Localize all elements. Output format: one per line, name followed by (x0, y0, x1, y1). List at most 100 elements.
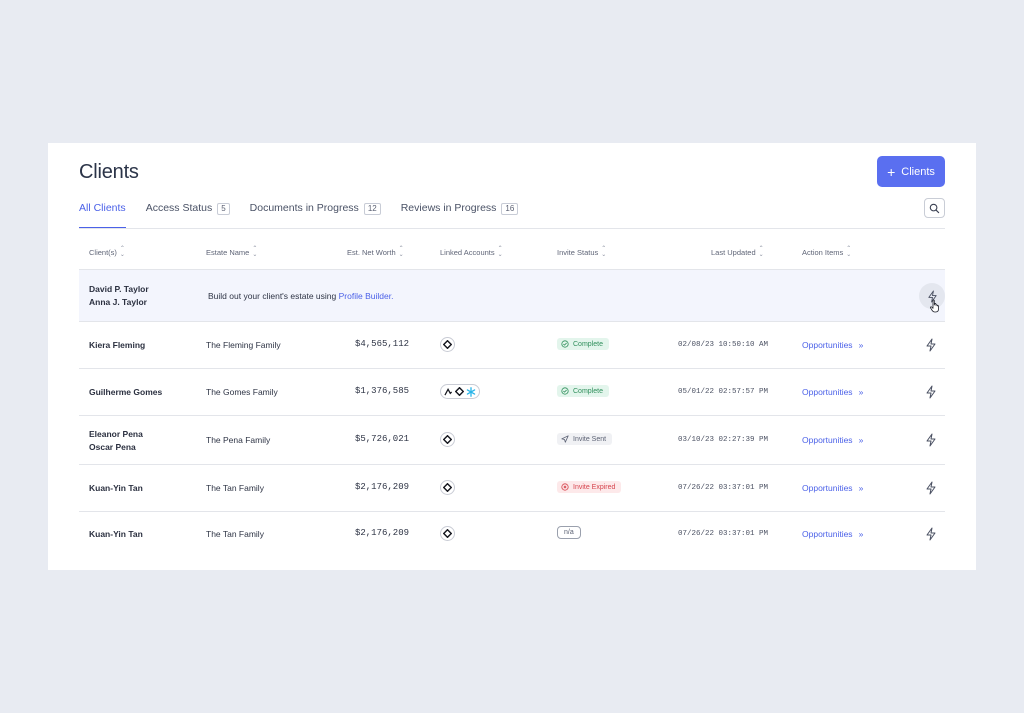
table-row[interactable]: Kuan-Yin Tan The Tan Family $2,176,209 I… (79, 464, 945, 511)
status-badge: Invite Expired (557, 481, 622, 493)
send-icon (561, 435, 569, 443)
lightning-icon[interactable] (925, 527, 937, 541)
linked-accounts (440, 384, 480, 399)
client-names: Guilherme Gomes (89, 386, 162, 399)
table-row[interactable]: Guilherme Gomes The Gomes Family $1,376,… (79, 368, 945, 415)
column-header-action[interactable]: Action Items ⌃ ⌄ (802, 246, 851, 258)
snowflake-account-icon (466, 386, 476, 397)
invite-status: n/a (557, 526, 581, 539)
opportunities-link[interactable]: Opportunities » (802, 387, 863, 397)
check-circle-icon (561, 340, 569, 348)
tab-documents-in-progress[interactable]: Documents in Progress 12 (250, 202, 381, 228)
invite-status: Invite Sent (557, 433, 613, 445)
client-name: Eleanor Pena (89, 429, 143, 439)
add-clients-button[interactable]: + Clients (877, 156, 945, 187)
diamond-account-icon (440, 337, 455, 352)
hand-pointer-icon (930, 299, 939, 313)
double-chevron-icon: » (858, 387, 864, 397)
tab-count-badge: 16 (501, 203, 519, 215)
client-names: David P. Taylor Anna J. Taylor (89, 283, 149, 309)
sort-icon: ⌃ ⌄ (601, 246, 607, 258)
column-label: Est. Net Worth (347, 247, 396, 257)
net-worth: $2,176,209 (354, 528, 409, 538)
action-label: Opportunities (802, 435, 853, 445)
clients-card: Clients + Clients All Clients Access Sta… (48, 143, 976, 570)
sort-icon: ⌃ ⌄ (119, 246, 125, 258)
search-button[interactable] (924, 198, 945, 218)
invite-status: Complete (557, 385, 609, 397)
status-text: Complete (573, 387, 603, 395)
lightning-icon[interactable] (925, 481, 937, 495)
sort-icon: ⌃ ⌄ (252, 246, 258, 258)
status-text: n/a (564, 529, 574, 536)
linked-accounts (440, 432, 455, 447)
estate-name: The Fleming Family (206, 340, 281, 350)
action-label: Opportunities (802, 529, 853, 539)
status-badge: n/a (557, 526, 581, 539)
tab-count-badge: 12 (363, 203, 381, 215)
column-header-updated[interactable]: Last Updated ⌃ ⌄ (711, 246, 764, 258)
opportunities-link[interactable]: Opportunities » (802, 483, 863, 493)
column-label: Linked Accounts (440, 247, 495, 257)
sort-icon: ⌃ ⌄ (846, 246, 852, 258)
tab-reviews-in-progress[interactable]: Reviews in Progress 16 (401, 202, 519, 228)
add-clients-label: Clients (901, 165, 935, 178)
sort-icon: ⌃ ⌄ (497, 246, 503, 258)
column-header-estate[interactable]: Estate Name ⌃ ⌄ (206, 246, 257, 258)
action-bolt-button[interactable] (919, 283, 945, 309)
opportunities-link[interactable]: Opportunities » (802, 529, 863, 539)
column-header-networth[interactable]: Est. Net Worth ⌃ ⌄ (347, 246, 404, 258)
lightning-icon[interactable] (925, 385, 937, 399)
tab-divider (79, 228, 945, 229)
double-chevron-icon: » (858, 483, 864, 493)
net-worth: $1,376,585 (354, 386, 409, 396)
linked-accounts (440, 526, 455, 541)
search-icon (929, 203, 940, 213)
tab-label: Access Status (145, 202, 213, 214)
table-row[interactable]: Eleanor Pena Oscar Pena The Pena Family … (79, 415, 945, 464)
lightning-icon (927, 290, 937, 302)
x-circle-icon (561, 483, 569, 491)
tab-count-badge: 5 (217, 203, 230, 215)
opportunities-link[interactable]: Opportunities » (802, 435, 863, 445)
client-name: Anna J. Taylor (89, 297, 147, 307)
status-text: Invite Sent (573, 435, 607, 443)
invite-status: Invite Expired (557, 481, 622, 493)
tab-access-status[interactable]: Access Status 5 (146, 202, 230, 228)
column-header-accounts[interactable]: Linked Accounts ⌃ ⌄ (440, 246, 503, 258)
column-label: Estate Name (206, 247, 250, 257)
column-label: Action Items (802, 247, 844, 257)
lightning-icon[interactable] (925, 338, 937, 352)
column-header-invite[interactable]: Invite Status ⌃ ⌄ (557, 246, 606, 258)
table-row[interactable]: Kuan-Yin Tan The Tan Family $2,176,209 n… (79, 511, 945, 558)
opportunities-link[interactable]: Opportunities » (802, 340, 863, 350)
action-label: Opportunities (802, 340, 853, 350)
client-name: David P. Taylor (89, 284, 149, 294)
estate-name: The Tan Family (206, 483, 264, 493)
check-circle-icon (561, 387, 569, 395)
lightning-icon[interactable] (925, 433, 937, 447)
table-row-prompt[interactable]: David P. Taylor Anna J. Taylor Build out… (79, 269, 945, 321)
tab-label: Reviews in Progress (400, 202, 497, 214)
chart-account-icon (444, 387, 453, 395)
column-header-clients[interactable]: Client(s) ⌃ ⌄ (89, 246, 125, 258)
diamond-account-icon (440, 432, 455, 447)
table-header: Client(s) ⌃ ⌄ Estate Name ⌃ ⌄ Est. Net Worth… (79, 229, 945, 269)
client-names: Kuan-Yin Tan (89, 528, 143, 541)
last-updated: 05/01/22 02:57:57 PM (678, 388, 769, 396)
diamond-account-icon (440, 526, 455, 541)
estate-name: The Tan Family (206, 529, 264, 539)
table-row[interactable]: Kiera Fleming The Fleming Family $4,565,… (79, 321, 945, 368)
double-chevron-icon: » (858, 529, 864, 539)
client-name: Kiera Fleming (89, 340, 146, 350)
client-name: Kuan-Yin Tan (89, 483, 143, 493)
client-name: Oscar Pena (89, 442, 136, 452)
diamond-account-icon (455, 387, 464, 396)
column-label: Client(s) (89, 247, 117, 257)
net-worth: $5,726,021 (354, 434, 409, 444)
status-text: Invite Expired (573, 483, 616, 491)
action-label: Opportunities (802, 483, 853, 493)
net-worth: $4,565,112 (354, 339, 409, 349)
tab-all-clients[interactable]: All Clients (79, 202, 126, 228)
profile-builder-link[interactable]: Profile Builder. (338, 291, 394, 301)
